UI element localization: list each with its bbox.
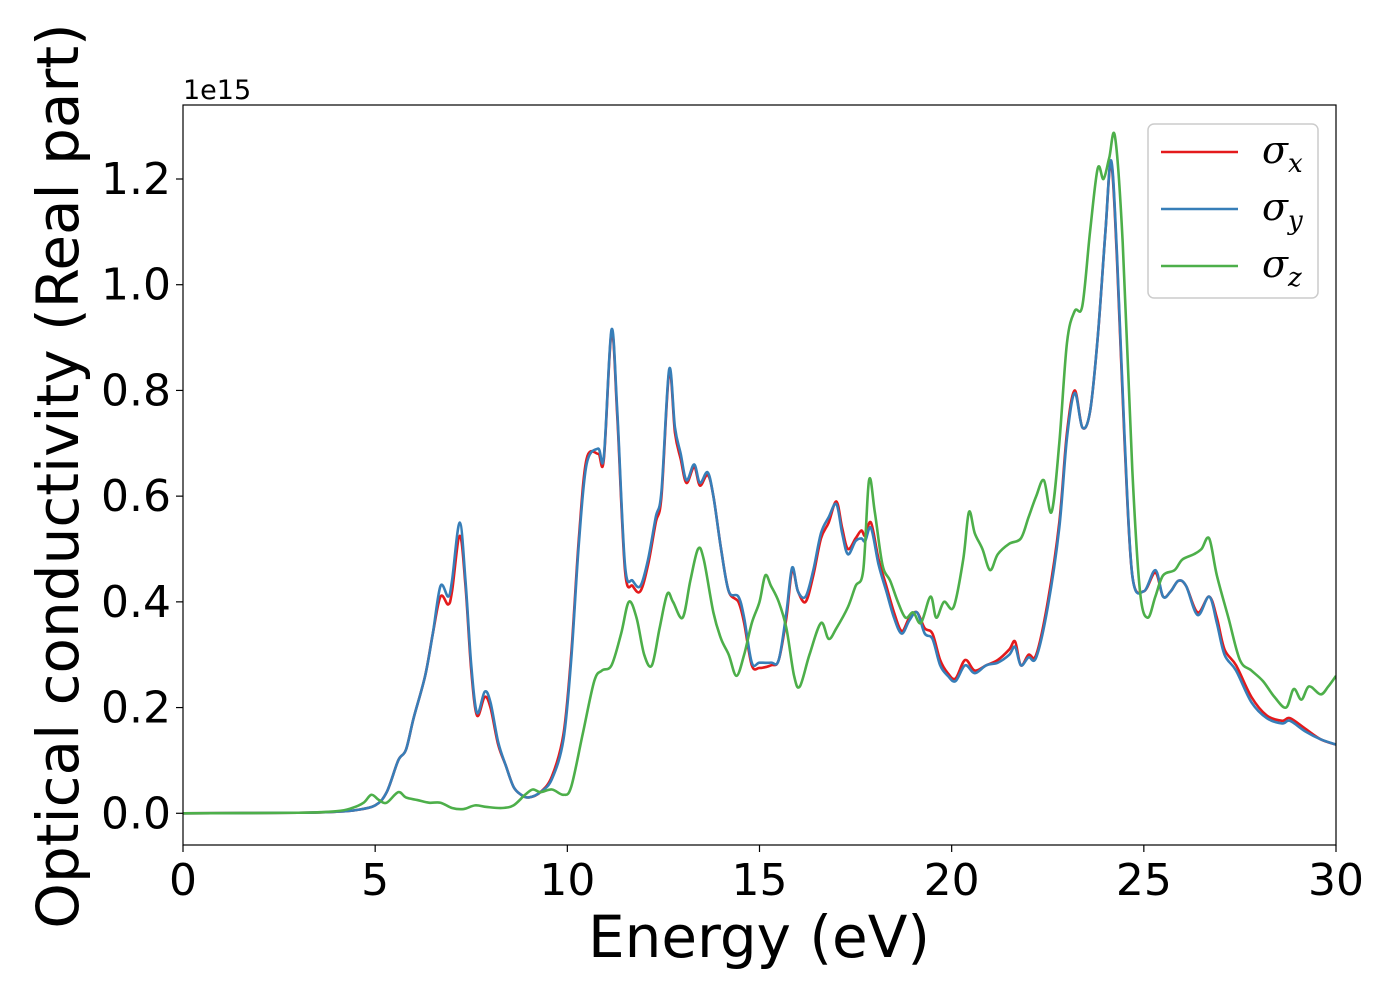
y-axis-title: Optical conductivity (Real part)	[24, 23, 92, 928]
x-tick-label: 15	[732, 855, 788, 906]
x-tick-label: 30	[1308, 855, 1364, 906]
x-axis: 0 5 10 15 20 25 30	[169, 845, 1364, 906]
y-tick-label: 0.4	[101, 577, 171, 628]
y-axis: 0.0 0.2 0.4 0.6 0.8 1.0 1.2	[101, 154, 183, 839]
y-offset-text: 1e15	[183, 75, 251, 106]
y-tick-label: 0.2	[101, 683, 171, 734]
y-tick-label: 1.2	[101, 154, 171, 205]
x-tick-label: 20	[924, 855, 980, 906]
x-tick-label: 25	[1116, 855, 1172, 906]
x-tick-label: 10	[539, 855, 595, 906]
legend-frame	[1147, 123, 1319, 299]
series-line-sigma-z	[183, 131, 1336, 815]
legend-label-sigma-z: σz	[1262, 242, 1302, 293]
y-tick-label: 0.8	[101, 365, 171, 416]
x-tick-label: 5	[361, 855, 389, 906]
y-tick-label: 0.6	[101, 471, 171, 522]
y-tick-label: 1.0	[101, 260, 171, 311]
series-line-sigma-y	[183, 159, 1336, 815]
y-tick-label: 0.0	[101, 788, 171, 839]
x-axis-title: Energy (eV)	[588, 903, 930, 971]
series-layer	[183, 131, 1336, 815]
x-tick-label: 0	[169, 855, 197, 906]
